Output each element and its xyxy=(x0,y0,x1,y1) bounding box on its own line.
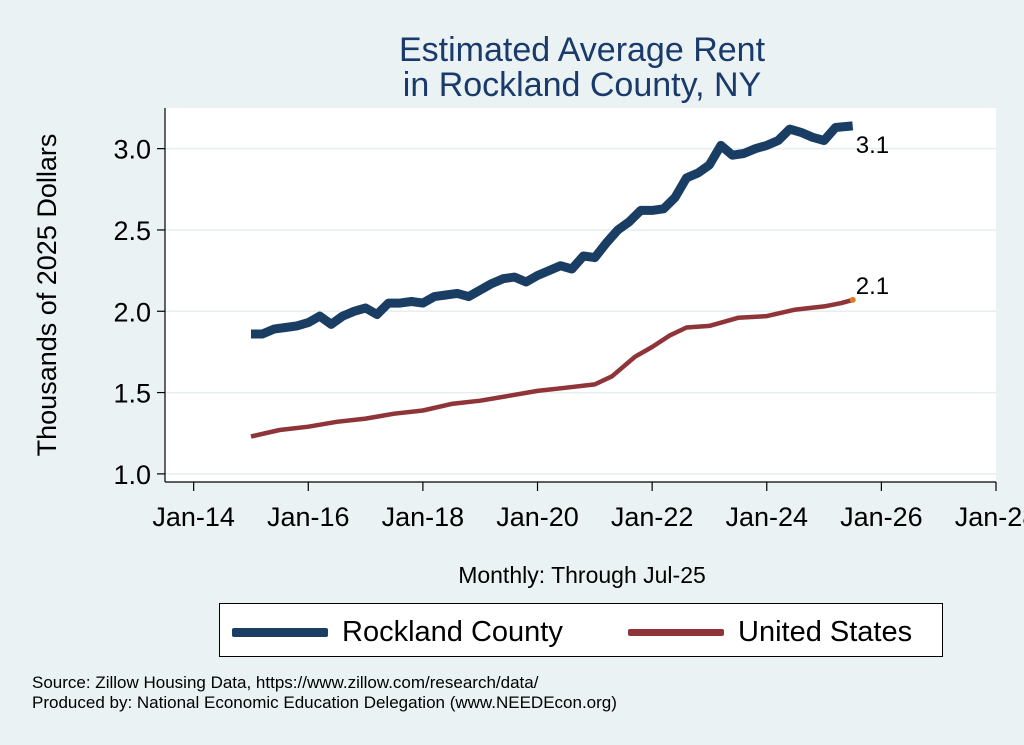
legend-label-rockland: Rockland County xyxy=(342,616,563,648)
producer-note: Produced by: National Economic Education… xyxy=(32,693,617,712)
series-end-label-rockland: 3.1 xyxy=(856,132,889,159)
plot-area xyxy=(165,108,996,482)
series-end-marker-us xyxy=(849,296,856,303)
x-tick-label: Jan-24 xyxy=(725,502,808,532)
series-end-label-us: 2.1 xyxy=(856,273,889,300)
x-tick-label: Jan-16 xyxy=(267,502,350,532)
series-line-rockland xyxy=(251,121,854,339)
chart-title-line-1: Estimated Average Rent xyxy=(398,31,766,69)
y-axis-title: Thousands of 2025 Dollars xyxy=(32,134,62,457)
x-tick-label: Jan-14 xyxy=(152,502,235,532)
legend-label-us: United States xyxy=(738,616,913,648)
series-line-us xyxy=(250,297,854,439)
y-tick-label: 1.0 xyxy=(113,460,151,490)
legend-swatch-rockland xyxy=(232,628,328,637)
y-tick-label: 1.5 xyxy=(113,379,151,409)
x-tick-label: Jan-28 xyxy=(955,502,1024,532)
source-note: Source: Zillow Housing Data, https://www… xyxy=(32,673,539,692)
x-tick-label: Jan-18 xyxy=(382,502,465,532)
chart-title-line-2: in Rockland County, NY xyxy=(402,66,762,104)
legend-swatch-us xyxy=(628,629,724,636)
x-tick-label: Jan-26 xyxy=(840,502,923,532)
x-tick-label: Jan-22 xyxy=(611,502,694,532)
y-tick-label: 2.0 xyxy=(113,297,151,327)
y-tick-label: 2.5 xyxy=(113,216,151,246)
x-axis-title: Monthly: Through Jul-25 xyxy=(458,562,706,588)
legend: Rockland County United States xyxy=(219,603,943,657)
y-tick-label: 3.0 xyxy=(113,135,151,165)
x-tick-label: Jan-20 xyxy=(496,502,579,532)
